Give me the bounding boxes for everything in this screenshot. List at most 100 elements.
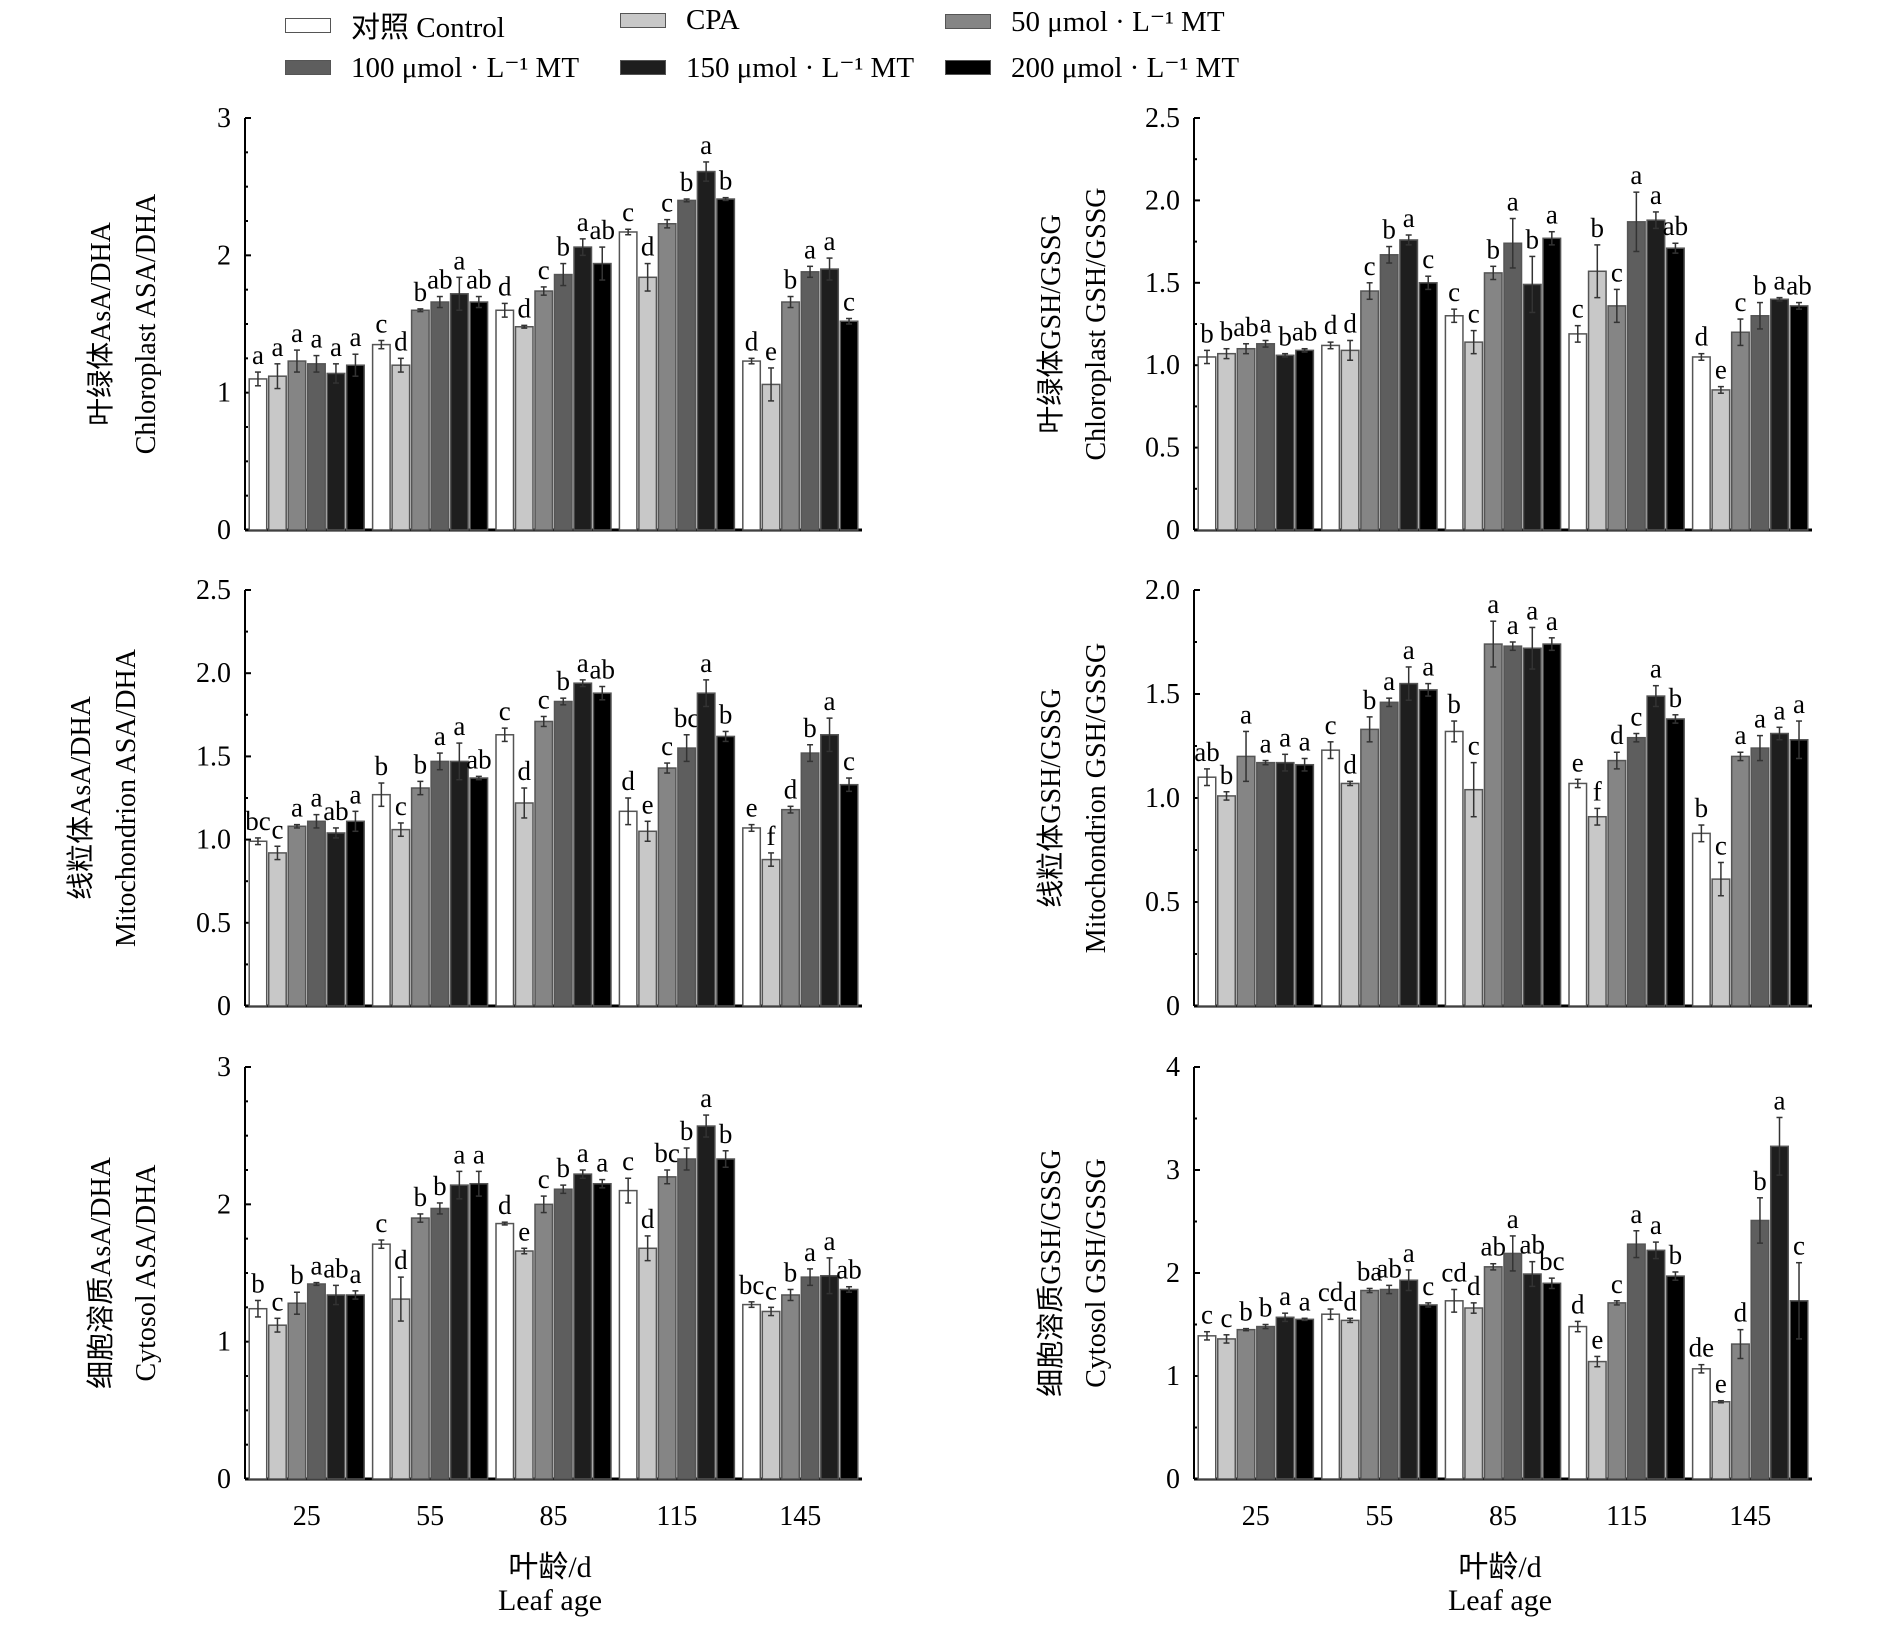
error-bar [1509,217,1516,269]
significance-letter: a [349,1259,361,1289]
y-axis-label-en: Mitochondrion GSH/GSSG [1081,643,1112,953]
significance-letter: d [1734,1298,1748,1328]
significance-letter: a [1383,666,1395,696]
error-bar [1282,753,1289,772]
significance-letter: a [330,332,342,362]
y-tick-label: 3 [217,103,231,134]
significance-letter: d [498,271,512,301]
error-bar [683,198,690,203]
error-bar [722,196,729,202]
bar-cpa-55 [1340,1319,1360,1480]
bar-150-mol-l-mt-85 [1522,1273,1542,1480]
error-bar [1425,275,1432,291]
error-bar [332,1284,339,1306]
x-tick-label: 85 [540,1501,568,1532]
x-tick-label: 55 [416,1501,444,1532]
significance-letter: d [1343,308,1357,338]
error-bar [1262,1323,1269,1330]
significance-letter: a [310,783,322,813]
significance-letter: ab [466,265,491,295]
significance-letter: b [1591,213,1605,243]
significance-letter: c [1325,710,1337,740]
error-bar [521,787,528,819]
error-bar [417,308,424,313]
error-bar [352,1290,359,1300]
error-bar [1672,714,1679,724]
significance-letter: b [290,1260,304,1290]
error-bar [313,354,320,373]
significance-letter: a [1299,726,1311,756]
y-tick-label: 0 [217,1464,231,1495]
bar-150-mol-l-mt-55 [1399,1279,1419,1480]
x-axis-title-en-left: Leaf age [497,1584,603,1617]
legend-swatch-mt100 [285,60,331,75]
error-bar [1490,1262,1497,1271]
error-bar [1470,329,1477,355]
significance-letter: a [453,1139,465,1169]
significance-letter: a [1260,308,1272,338]
error-bar [1633,191,1640,253]
y-tick-label: 1 [217,1327,231,1358]
error-bar [1776,296,1783,302]
error-bar [436,1202,443,1215]
error-bar [1327,341,1334,350]
significance-letter: ab [323,796,348,826]
significance-letter: b [1669,683,1683,713]
significance-letter: d [518,293,532,323]
error-bar [397,357,404,373]
significance-letter: a [1546,606,1558,636]
error-bar [1243,343,1250,355]
error-bar [768,367,775,402]
x-axis-title-en-right: Leaf age [1447,1584,1553,1617]
significance-letter: c [661,731,673,761]
legend-label-control: 对照 Control [351,12,505,44]
error-bar [1347,1317,1354,1324]
bar-100-mol-l-mt-25 [1256,1325,1276,1480]
legend-label-mt200: 200 μmol · L⁻¹ MT [1011,52,1240,84]
error-bar [1490,620,1497,668]
legend-label-mt100: 100 μmol · L⁻¹ MT [351,52,580,84]
significance-letter: f [1593,776,1602,806]
significance-letter: a [1734,720,1746,750]
error-bar [1425,1302,1432,1308]
bar-cpa-25 [1216,1338,1237,1480]
bar-150-mol-l-mt-115 [1646,1249,1666,1480]
significance-letter: b [719,166,733,196]
error-bar [475,1170,482,1197]
significance-letter: ab [1663,211,1688,241]
significance-letter: c [1630,702,1642,732]
error-bar [1548,637,1555,652]
significance-letter: c [538,1164,550,1194]
error-bar [1717,1399,1724,1404]
error-bar [1574,1320,1581,1333]
y-tick-label: 1.0 [196,825,231,856]
significance-letter: d [394,326,408,356]
significance-letter: e [1572,747,1584,777]
error-bar [1405,234,1412,246]
error-bar [1698,824,1705,843]
error-bar [1386,245,1393,264]
significance-letter: a [1403,635,1415,665]
error-bar [846,777,853,793]
significance-letter: c [375,308,387,338]
significance-letter: b [1259,1293,1273,1323]
significance-letter: a [1630,1199,1642,1229]
significance-letter: b [1220,317,1234,347]
error-bar [1796,1261,1803,1340]
significance-letter: a [1507,610,1519,640]
y-tick-label: 2.0 [1145,185,1180,216]
y-tick-label: 0 [1166,1464,1180,1495]
significance-letter: d [1571,1289,1585,1319]
significance-letter: ab [1194,737,1219,767]
error-bar [787,1288,794,1302]
significance-letter: c [1734,287,1746,317]
error-bar [1737,318,1744,347]
error-bar [254,371,261,387]
error-bar [748,1301,755,1309]
significance-letter: c [622,1146,634,1176]
significance-letter: a [1279,722,1291,752]
error-bar [703,679,710,708]
error-bar [1594,1355,1601,1368]
significance-letter: a [1403,1238,1415,1268]
